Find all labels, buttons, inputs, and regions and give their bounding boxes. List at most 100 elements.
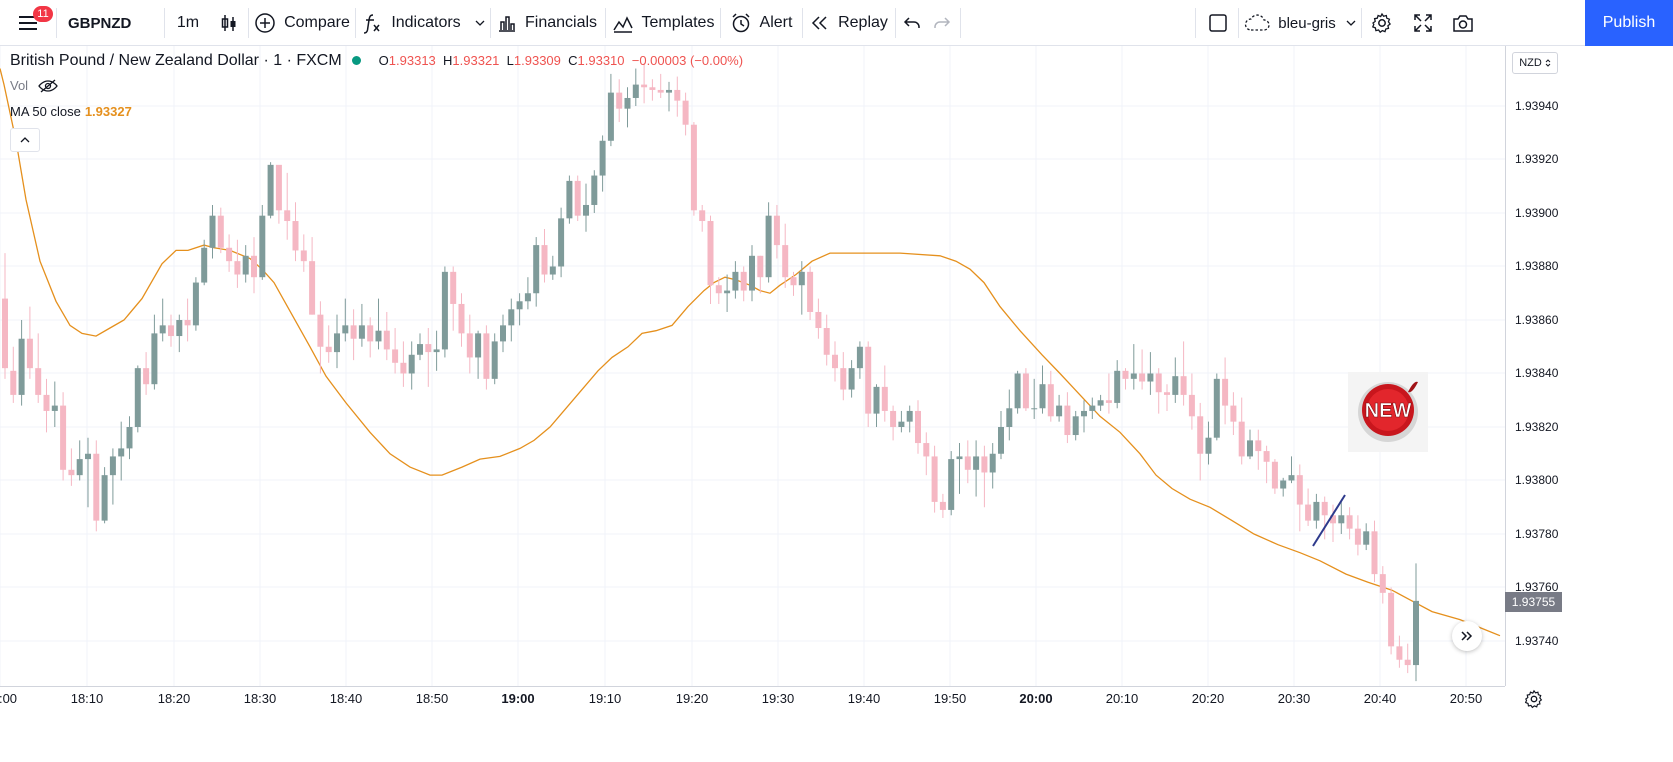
time-tick-label: 20:40 bbox=[1363, 691, 1397, 706]
price-chart[interactable] bbox=[0, 46, 1505, 686]
fullscreen-button[interactable] bbox=[1403, 0, 1443, 46]
fullscreen-selection-button[interactable] bbox=[1198, 0, 1238, 46]
candle-body bbox=[616, 92, 623, 109]
candle-body bbox=[43, 394, 50, 411]
volume-legend[interactable]: Vol bbox=[10, 78, 58, 93]
time-tick-label: 18:30 bbox=[243, 691, 277, 706]
candle-body bbox=[1006, 408, 1013, 427]
candle-body bbox=[350, 325, 357, 339]
candle bbox=[76, 440, 83, 481]
candle-body bbox=[1014, 373, 1021, 409]
time-tick-label: 20:10 bbox=[1105, 691, 1139, 706]
candle bbox=[1338, 501, 1345, 534]
undo-button[interactable] bbox=[897, 0, 927, 46]
menu-button[interactable]: 11 bbox=[0, 0, 56, 46]
candle-body bbox=[101, 475, 108, 521]
candle bbox=[60, 392, 67, 481]
candle-body bbox=[657, 89, 664, 93]
candle bbox=[890, 405, 897, 441]
candle bbox=[126, 416, 133, 460]
candle-body bbox=[939, 501, 946, 510]
compare-button[interactable]: Compare bbox=[249, 0, 355, 46]
time-tick-label: :00 bbox=[0, 691, 18, 706]
chart-type-button[interactable] bbox=[212, 0, 246, 46]
candle-body bbox=[1205, 437, 1212, 454]
time-axis[interactable] bbox=[0, 686, 1505, 716]
candle bbox=[790, 271, 797, 296]
price-tick-label: 1.93800 bbox=[1515, 473, 1559, 487]
candle bbox=[533, 237, 540, 307]
replay-button[interactable]: Replay bbox=[803, 0, 895, 46]
scroll-to-realtime-button[interactable] bbox=[1452, 621, 1482, 651]
candle-body bbox=[890, 410, 897, 427]
candle-body bbox=[1188, 394, 1195, 417]
alert-button[interactable]: Alert bbox=[721, 0, 801, 46]
candle-body bbox=[126, 427, 133, 449]
candle bbox=[865, 341, 872, 427]
chart-grid bbox=[0, 46, 1505, 686]
candle bbox=[815, 298, 822, 339]
alert-label: Alert bbox=[759, 14, 793, 31]
currency-select[interactable]: NZD bbox=[1512, 52, 1558, 74]
candle-body bbox=[591, 175, 598, 205]
candle bbox=[500, 314, 506, 353]
candle-body bbox=[201, 247, 208, 283]
candle-body bbox=[898, 421, 905, 427]
cloud-icon bbox=[1245, 14, 1270, 31]
ma-legend[interactable]: MA 50 close 1.93327 bbox=[10, 104, 132, 119]
candle-body bbox=[168, 325, 174, 337]
settings-button[interactable] bbox=[1362, 0, 1402, 46]
bar-chart-icon bbox=[498, 16, 515, 32]
financials-button[interactable]: Financials bbox=[491, 0, 603, 46]
candle bbox=[749, 245, 755, 302]
symbol-search-button[interactable]: GBPNZD bbox=[68, 14, 132, 32]
candle-body bbox=[234, 261, 241, 275]
candle bbox=[906, 405, 913, 433]
candle bbox=[524, 277, 531, 310]
candle bbox=[1039, 365, 1046, 414]
interval-button[interactable]: 1m bbox=[176, 14, 200, 31]
candle bbox=[740, 266, 747, 302]
time-tick-label: 19:10 bbox=[588, 691, 622, 706]
candle-body bbox=[93, 453, 100, 521]
candle bbox=[508, 298, 515, 342]
candle-body bbox=[1180, 376, 1187, 395]
candle-body bbox=[558, 218, 565, 267]
candle bbox=[1346, 507, 1353, 540]
indicators-button[interactable]: Indicators bbox=[356, 0, 490, 46]
notification-badge: 11 bbox=[33, 6, 53, 22]
redo-button[interactable] bbox=[927, 0, 957, 46]
price-tick-label: 1.93840 bbox=[1515, 366, 1559, 380]
candle bbox=[782, 223, 789, 288]
candle bbox=[666, 81, 672, 112]
collapse-legend-button[interactable] bbox=[10, 128, 40, 152]
candle bbox=[1188, 373, 1195, 430]
price-tick-label: 1.93920 bbox=[1515, 152, 1559, 166]
candle bbox=[856, 341, 863, 379]
candle bbox=[1371, 520, 1378, 583]
candle-body bbox=[1330, 515, 1336, 524]
price-axis[interactable] bbox=[1505, 46, 1673, 686]
candle bbox=[242, 245, 249, 283]
symbol-title: British Pound / New Zealand Dollar · 1 ·… bbox=[10, 52, 342, 69]
templates-button[interactable]: Templates bbox=[606, 0, 720, 46]
candle-body bbox=[699, 210, 706, 222]
candle bbox=[989, 443, 996, 489]
snapshot-button[interactable] bbox=[1443, 0, 1483, 46]
layout-button[interactable]: bleu-gris bbox=[1239, 0, 1361, 46]
candle-body bbox=[1089, 405, 1096, 411]
candle bbox=[690, 122, 697, 216]
candle bbox=[43, 378, 50, 433]
axis-settings-gear-icon[interactable] bbox=[1524, 689, 1544, 709]
time-tick-label: 20:20 bbox=[1191, 691, 1225, 706]
publish-button[interactable]: Publish bbox=[1585, 0, 1673, 46]
candle bbox=[101, 467, 108, 524]
candle-body bbox=[881, 386, 888, 411]
eye-hidden-icon[interactable] bbox=[38, 79, 58, 93]
candle-body bbox=[541, 245, 548, 275]
candle bbox=[35, 333, 42, 403]
symbol-legend[interactable]: British Pound / New Zealand Dollar · 1 ·… bbox=[10, 52, 743, 70]
candle bbox=[1321, 496, 1328, 540]
function-fx-icon bbox=[364, 14, 380, 34]
candle-body bbox=[848, 368, 855, 390]
